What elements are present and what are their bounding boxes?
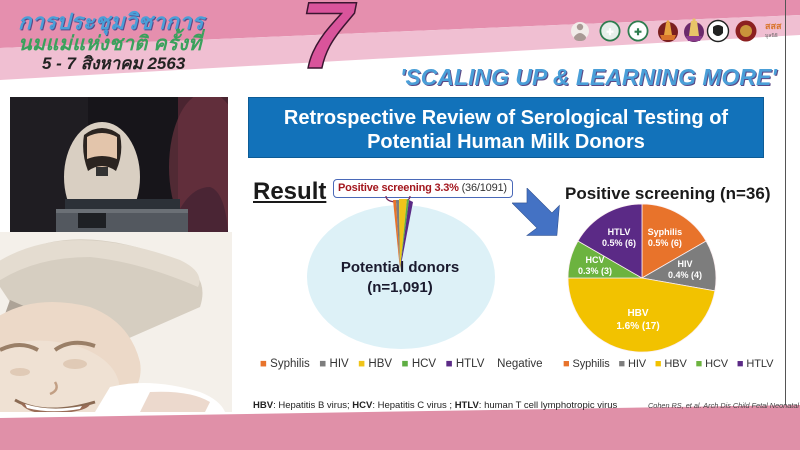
svg-text:HCV: HCV (585, 255, 604, 265)
svg-text:0.5% (6): 0.5% (6) (648, 238, 682, 248)
svg-text:0.3% (3): 0.3% (3) (578, 266, 612, 276)
svg-text:HTLV: HTLV (608, 227, 631, 237)
svg-text:✚: ✚ (606, 27, 614, 37)
svg-text:0.5% (6): 0.5% (6) (602, 238, 636, 248)
svg-text:0.4% (4): 0.4% (4) (668, 270, 702, 280)
svg-text:มูลนิธิ: มูลนิธิ (765, 32, 778, 39)
svg-text:สสส: สสส (765, 21, 782, 31)
svg-text:HIV: HIV (677, 259, 692, 269)
svg-text:✚: ✚ (634, 27, 642, 37)
svg-text:Syphilis: Syphilis (648, 227, 683, 237)
svg-text:1.6% (17): 1.6% (17) (616, 321, 659, 332)
svg-text:HBV: HBV (627, 308, 648, 319)
